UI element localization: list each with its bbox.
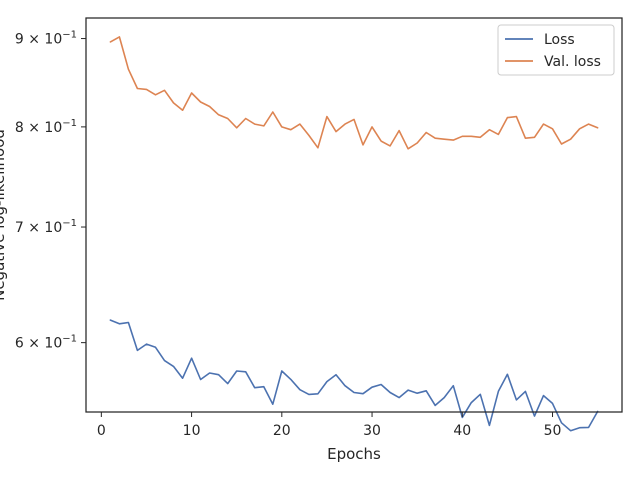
x-tick-label: 0 — [97, 423, 106, 439]
legend: Loss Val. loss — [497, 24, 615, 76]
y-tick-label: 8 × 10−1 — [15, 118, 77, 136]
legend-label: Loss — [544, 32, 575, 48]
plot-lines — [109, 36, 599, 432]
y-tick-label: 7 × 10−1 — [15, 218, 77, 236]
y-axis-label: Negative log-likelihood — [0, 129, 8, 301]
x-tick-label: 20 — [273, 423, 291, 439]
series-line-1 — [109, 319, 599, 432]
x-tick-label: 10 — [183, 423, 201, 439]
legend-frame — [497, 24, 615, 76]
plot-frame — [85, 17, 623, 413]
x-axis-label: Epochs — [327, 445, 381, 463]
y-tick-label: 9 × 10−1 — [15, 30, 77, 48]
x-axis-ticks: 0 10 20 30 40 50 — [97, 412, 562, 439]
legend-label: Val. loss — [544, 54, 601, 70]
y-tick-label: 6 × 10−1 — [15, 334, 77, 352]
y-axis-ticks: 6 × 10−1 7 × 10−1 8 × 10−1 9 × 10−1 — [15, 30, 86, 352]
x-tick-label: 30 — [363, 423, 381, 439]
x-tick-label: 40 — [453, 423, 471, 439]
series-line-2 — [109, 36, 599, 150]
x-tick-label: 50 — [544, 423, 562, 439]
